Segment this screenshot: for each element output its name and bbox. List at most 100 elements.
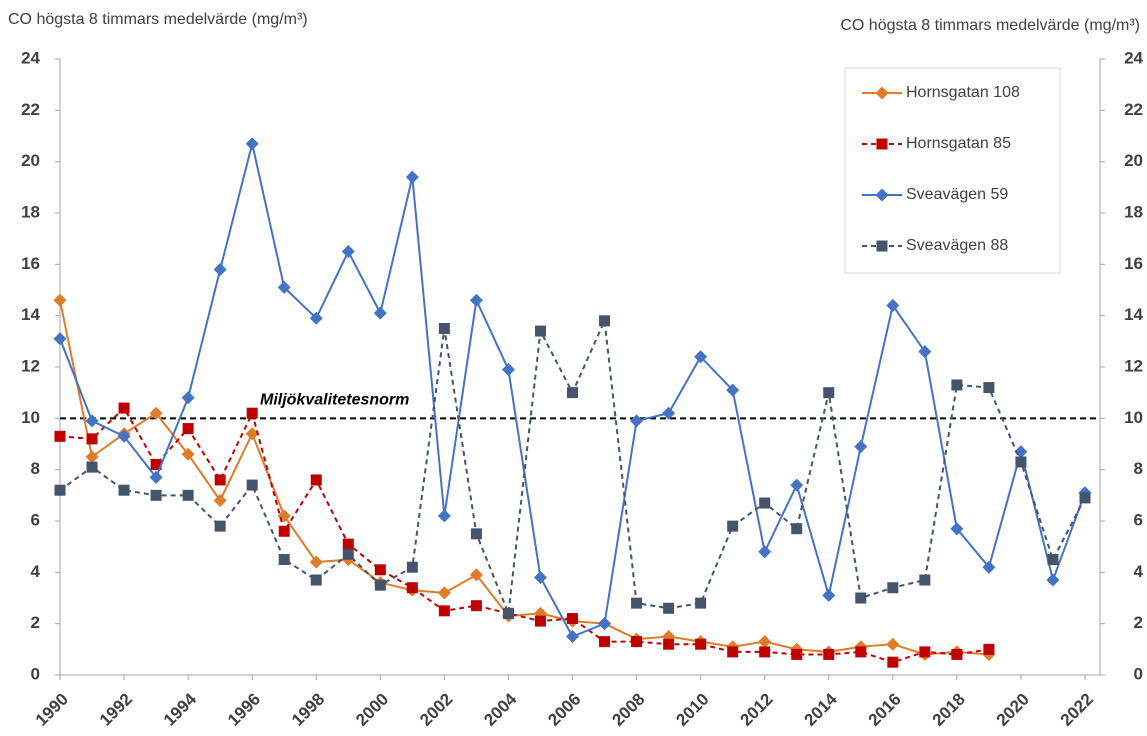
y2-tick-label: 24: [1124, 48, 1143, 67]
data-point: [759, 646, 771, 658]
x-tick-label: 2008: [608, 690, 648, 730]
data-point: [54, 430, 66, 442]
legend-label: Hornsgatan 85: [906, 135, 1011, 152]
x-tick-label: 2000: [352, 690, 392, 730]
data-point: [117, 429, 131, 443]
data-point: [245, 427, 259, 441]
data-point: [631, 636, 643, 648]
y2-axis-title: CO högsta 8 timmars medelvärde (mg/m³): [840, 17, 1140, 34]
legend-label: Hornsgatan 108: [906, 84, 1020, 101]
y-tick-label: 4: [31, 562, 41, 581]
data-point: [567, 387, 578, 399]
data-point: [854, 440, 868, 454]
data-point: [663, 602, 675, 614]
data-point: [663, 638, 675, 650]
y-tick-label: 22: [21, 100, 40, 119]
x-tick-label: 1994: [160, 689, 201, 730]
data-point: [341, 245, 355, 258]
x-tick-label: 2002: [416, 690, 456, 730]
data-point: [790, 478, 804, 492]
data-point: [694, 350, 708, 364]
data-point: [566, 630, 579, 643]
data-point: [887, 656, 899, 668]
data-point: [758, 545, 772, 559]
data-point: [822, 588, 836, 602]
data-point: [886, 298, 900, 312]
y2-tick-label: 12: [1124, 356, 1143, 375]
data-point: [983, 382, 995, 394]
data-point: [118, 402, 130, 414]
data-point: [438, 605, 450, 617]
x-tick-label: 2006: [544, 690, 584, 730]
x-tick-label: 1992: [96, 690, 136, 730]
data-point: [342, 538, 354, 550]
data-point: [823, 387, 835, 399]
data-point: [374, 564, 386, 576]
data-point: [53, 332, 67, 346]
data-point: [309, 311, 323, 325]
data-point: [53, 293, 67, 307]
data-point: [470, 600, 482, 612]
y-tick-label: 24: [21, 48, 40, 67]
data-point: [214, 520, 226, 532]
y-tick-label: 6: [31, 510, 40, 529]
data-point: [85, 450, 99, 464]
data-point: [759, 497, 771, 509]
data-point: [309, 555, 323, 569]
data-point: [1046, 573, 1060, 587]
y2-tick-label: 6: [1134, 510, 1143, 529]
series-line: [59, 317, 1086, 614]
data-point: [213, 262, 227, 276]
data-point: [277, 280, 291, 294]
data-point: [983, 643, 995, 655]
data-point: [438, 323, 450, 334]
y2-tick-label: 14: [1124, 305, 1143, 324]
x-tick-label: 2010: [672, 690, 712, 730]
x-tick-label: 2004: [480, 689, 521, 730]
data-point: [278, 554, 290, 565]
y2-tick-label: 10: [1124, 408, 1143, 427]
data-point: [823, 648, 835, 660]
y2-tick-label: 4: [1134, 562, 1144, 581]
data-point: [406, 582, 418, 594]
data-point: [1015, 456, 1027, 468]
y-tick-label: 2: [31, 613, 40, 632]
x-tick-label: 2014: [801, 689, 842, 730]
data-point: [54, 484, 66, 496]
y2-tick-label: 2: [1134, 613, 1143, 632]
data-point: [86, 461, 98, 473]
data-point: [149, 470, 163, 484]
x-tick-label: 2012: [737, 690, 777, 730]
y-tick-label: 12: [21, 356, 40, 375]
data-point: [182, 423, 194, 435]
data-point: [150, 459, 162, 471]
data-point: [469, 293, 483, 307]
data-point: [630, 414, 644, 428]
legend-label: Sveavägen 88: [906, 237, 1008, 254]
data-point: [982, 560, 996, 574]
data-point: [534, 615, 546, 627]
data-point: [437, 509, 451, 523]
data-point: [1047, 554, 1059, 565]
legend-marker: [876, 138, 888, 150]
data-point: [918, 345, 932, 359]
data-point: [1079, 492, 1091, 504]
data-point: [886, 637, 900, 651]
data-point: [791, 648, 803, 660]
legend-marker: [875, 86, 889, 100]
data-point: [246, 479, 258, 491]
data-point: [181, 447, 195, 461]
data-point: [534, 325, 546, 337]
legend-label: Sveavägen 59: [906, 186, 1008, 203]
data-point: [727, 646, 739, 658]
data-point: [502, 607, 514, 619]
data-point: [405, 170, 419, 184]
data-point: [214, 474, 226, 486]
y-tick-label: 10: [21, 408, 40, 427]
data-point: [567, 613, 578, 625]
data-point: [951, 379, 963, 391]
data-point: [950, 522, 964, 536]
data-point: [727, 520, 739, 532]
data-point: [469, 568, 483, 582]
